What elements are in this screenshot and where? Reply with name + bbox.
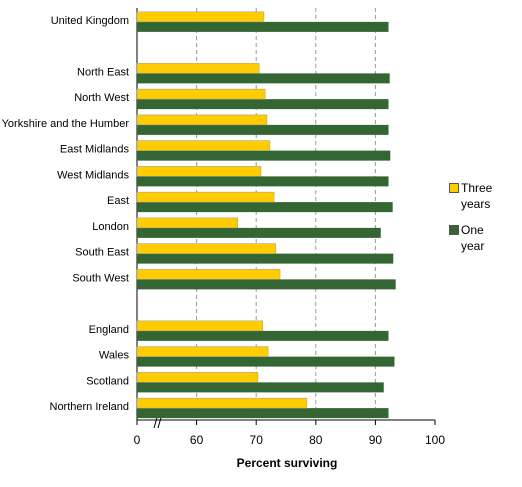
legend-label: Three years xyxy=(461,181,493,211)
bar xyxy=(137,279,396,290)
x-tick-label: 60 xyxy=(190,433,204,447)
category-label: United Kingdom xyxy=(51,15,129,27)
bar xyxy=(136,346,269,357)
x-tick-label: 100 xyxy=(425,433,445,447)
bar xyxy=(137,227,381,238)
category-label: East xyxy=(107,195,129,207)
bar xyxy=(136,11,265,23)
bar xyxy=(137,356,395,367)
bar xyxy=(137,408,389,419)
bar xyxy=(137,382,384,393)
bar xyxy=(137,21,389,32)
legend-swatch xyxy=(449,225,459,235)
bar xyxy=(136,88,266,100)
category-label: North East xyxy=(77,66,129,78)
bar xyxy=(137,176,389,187)
x-tick-label: 0 xyxy=(134,433,141,447)
category-label: Wales xyxy=(99,350,130,362)
category-label: South East xyxy=(75,247,129,259)
bar xyxy=(136,397,308,409)
category-label: London xyxy=(92,221,129,233)
bar xyxy=(136,191,275,203)
category-label: Scotland xyxy=(86,375,129,387)
bar xyxy=(137,99,389,110)
x-tick-label: 90 xyxy=(369,433,383,447)
legend-label: One year xyxy=(461,223,485,253)
category-label: North West xyxy=(74,92,129,104)
x-tick-label: 80 xyxy=(309,433,323,447)
category-label: West Midlands xyxy=(57,169,129,181)
bar xyxy=(137,330,389,341)
bar xyxy=(137,202,393,213)
bar xyxy=(136,243,277,254)
bar xyxy=(136,372,259,383)
category-label: East Midlands xyxy=(60,144,130,156)
category-label: England xyxy=(89,324,129,336)
category-label: South West xyxy=(72,272,129,284)
legend-swatch xyxy=(449,183,459,193)
bar xyxy=(136,140,271,151)
bar xyxy=(137,150,391,161)
bar xyxy=(136,166,262,177)
bar xyxy=(137,73,390,84)
x-tick-label: 70 xyxy=(250,433,264,447)
category-label: Yorkshire and the Humber xyxy=(2,118,130,130)
bar xyxy=(136,63,260,74)
category-label: Northern Ireland xyxy=(50,401,130,413)
bar xyxy=(136,114,268,126)
bar xyxy=(136,269,281,280)
bar xyxy=(136,217,238,229)
bar xyxy=(136,320,264,332)
bar xyxy=(137,124,389,135)
bar xyxy=(137,253,394,264)
x-axis-label: Percent surviving xyxy=(237,456,338,470)
